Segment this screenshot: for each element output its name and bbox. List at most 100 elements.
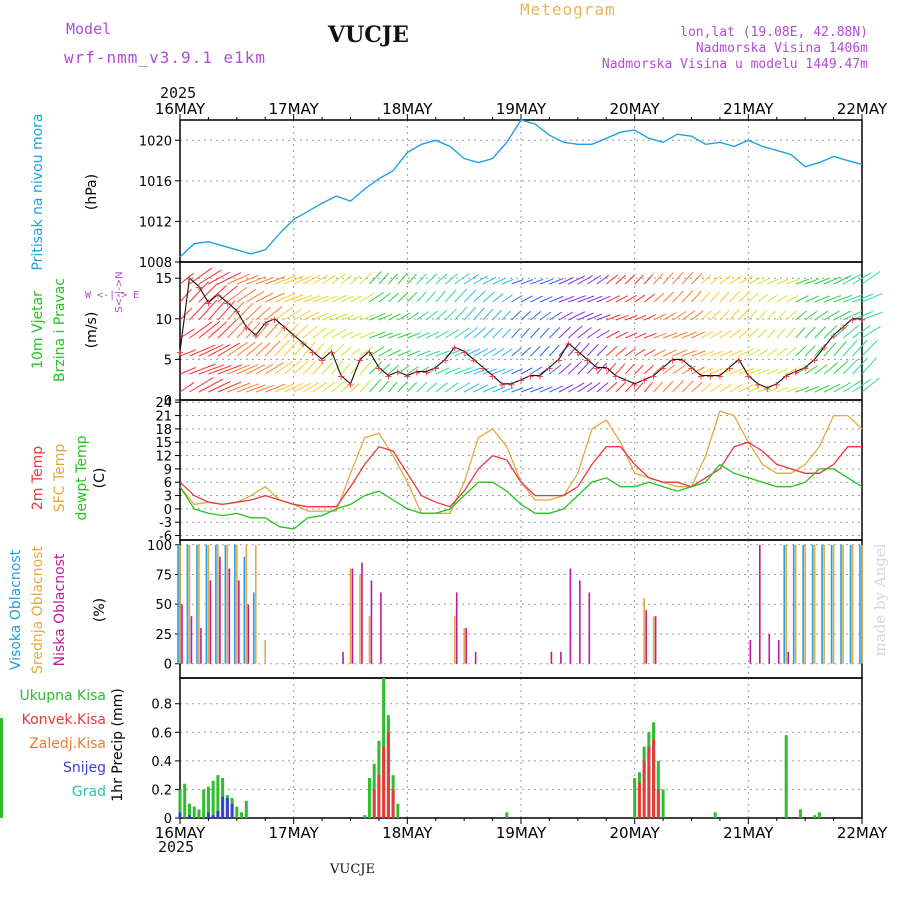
wind-arrow — [179, 288, 192, 303]
wind-gust-marker: + — [460, 347, 468, 358]
wind-arrow — [208, 365, 232, 375]
wind-arrow — [785, 327, 796, 339]
y-tick-label: 5 — [164, 353, 172, 368]
wind-arrow — [852, 357, 868, 375]
wind-arrow — [795, 295, 809, 303]
wind-arrow — [388, 349, 401, 357]
wind-arrow — [246, 384, 266, 393]
wind-arrow — [624, 382, 635, 393]
wind-gust-marker: + — [735, 355, 743, 366]
pressure-line — [179, 119, 863, 258]
total-precip-bar — [367, 778, 371, 818]
wind-arrow — [729, 308, 740, 321]
wind-arrow — [549, 327, 561, 339]
wind-arrow — [359, 293, 374, 303]
y-tick-label: 75 — [155, 569, 172, 584]
wind-arrow — [397, 312, 411, 321]
wind-gust-marker: + — [318, 355, 326, 366]
wind-arrow — [539, 278, 553, 285]
wind-arrow — [293, 324, 309, 339]
wind-arrow — [492, 327, 503, 339]
wind-arrow — [264, 321, 280, 339]
wind-arrow — [520, 346, 531, 357]
conv-precip-bar — [372, 789, 376, 818]
wind-gust-marker: + — [583, 355, 591, 366]
wind-arrow — [700, 331, 714, 339]
wind-arrow — [511, 279, 524, 285]
wind-arrow — [804, 295, 819, 303]
y-tick-label: 0 — [164, 658, 172, 673]
wind-arrow — [596, 345, 608, 357]
wind-gust-marker: + — [308, 347, 316, 358]
wind-arrow — [634, 364, 644, 375]
precip-legend-item: Zaledj.Kisa — [29, 736, 106, 752]
snow-bar — [211, 815, 215, 818]
wind-arrow — [236, 302, 254, 321]
wind-arrow — [558, 363, 572, 375]
y-tick-label: 12 — [155, 450, 172, 465]
wind-gust-marker: + — [356, 355, 364, 366]
wind-arrow — [312, 342, 325, 357]
wind-arrow — [738, 307, 750, 321]
wind-arrow — [208, 321, 228, 339]
wind-arrow — [179, 307, 193, 321]
wind-arrow — [823, 383, 841, 393]
wind-compass-vertical: S<-|->N — [114, 271, 125, 312]
wind-arrow — [463, 383, 480, 393]
wind-gust-marker: + — [716, 372, 724, 383]
wind-arrow — [653, 381, 663, 393]
wind-arrow — [814, 364, 828, 375]
temp-dew-label: dewpt Temp — [74, 435, 90, 520]
wind-arrow — [302, 275, 320, 285]
y-tick-label: 3 — [164, 490, 172, 505]
wind-arrow — [842, 358, 859, 375]
wind-arrow — [767, 278, 779, 285]
wind-gust-marker: + — [659, 364, 667, 375]
wind-arrow — [236, 364, 259, 375]
wind-arrow — [577, 312, 594, 321]
wind-gust-marker: + — [176, 347, 184, 358]
wind-gust-marker: + — [289, 331, 297, 342]
wind-gust-marker: + — [536, 372, 544, 383]
wind-arrow — [340, 382, 352, 393]
wind-arrow — [189, 377, 214, 393]
wind-arrow — [615, 274, 627, 285]
wind-arrow — [691, 290, 702, 303]
wind-arrow — [549, 385, 564, 393]
wind-arrow — [549, 278, 564, 285]
conv-precip-bar — [391, 789, 395, 818]
wind-arrow — [804, 278, 820, 285]
wind-arrow — [425, 291, 437, 303]
y-tick-label: 50 — [155, 598, 172, 613]
wind-arrow — [691, 273, 703, 285]
wind-arrow — [634, 314, 647, 321]
wind-arrow — [388, 332, 402, 339]
wind-arrow — [359, 379, 372, 393]
wind-arrow — [861, 340, 878, 357]
wind-arrow — [482, 385, 497, 393]
wind-arrow — [312, 274, 328, 285]
wind-gust-marker: + — [441, 355, 449, 366]
wind-arrow — [634, 348, 646, 357]
wind-arrow — [274, 382, 296, 393]
wind-arrow — [861, 271, 881, 285]
wind-arrow — [662, 272, 674, 285]
wind-gust-marker: + — [498, 380, 506, 391]
wind-arrow — [776, 368, 789, 375]
x-tick-label-bottom: 21MAY — [723, 824, 774, 842]
wind-arrow — [852, 293, 874, 303]
wind-arrow — [283, 382, 304, 393]
wind-arrow — [672, 349, 688, 357]
wind-arrow — [340, 331, 354, 339]
wind-arrow — [700, 274, 712, 285]
wind-arrow — [198, 299, 218, 321]
x-tick-label-bottom: 18MAY — [382, 824, 433, 842]
wind-arrow — [710, 330, 723, 339]
wind-arrow — [681, 365, 696, 375]
wind-gust-marker: + — [820, 343, 828, 354]
wind-arrow — [776, 328, 786, 339]
wind-arrow — [662, 380, 674, 393]
y-tick-label: 1020 — [139, 134, 172, 149]
wind-gust-marker: + — [242, 323, 250, 334]
total-precip-bar — [192, 806, 196, 818]
